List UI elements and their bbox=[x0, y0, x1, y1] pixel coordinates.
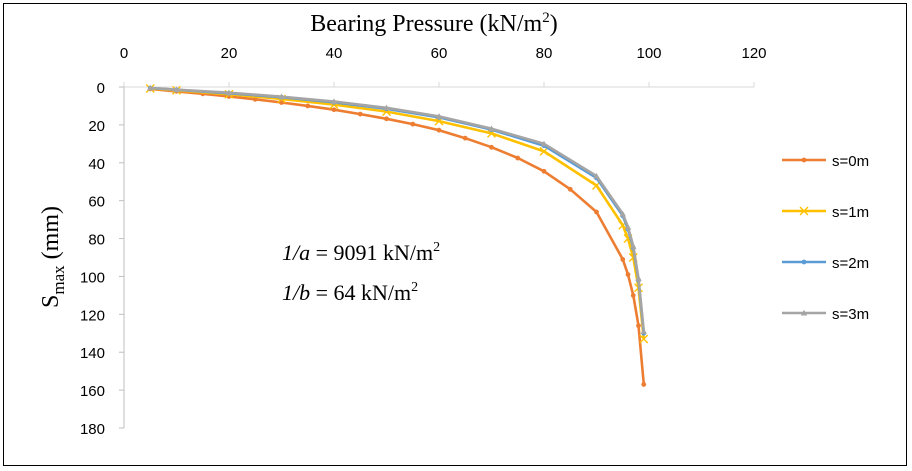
legend-item: s=3m bbox=[782, 306, 869, 323]
chart-frame bbox=[3, 3, 907, 466]
legend-marker bbox=[801, 157, 807, 163]
data-point bbox=[625, 272, 631, 277]
data-point bbox=[639, 334, 649, 344]
y-tick-label: 120 bbox=[80, 307, 105, 324]
data-point bbox=[515, 155, 521, 161]
data-point bbox=[305, 103, 311, 109]
data-point bbox=[252, 96, 258, 102]
series-layer bbox=[145, 84, 649, 387]
annotation-b: 1/b = 64 kN/m2 bbox=[282, 280, 418, 305]
data-point bbox=[330, 98, 338, 105]
data-point bbox=[436, 127, 442, 133]
data-point bbox=[410, 121, 416, 127]
data-point bbox=[173, 86, 180, 93]
data-point bbox=[624, 223, 632, 230]
data-point bbox=[630, 242, 637, 249]
annotation-a: 1/a = 9091 kN/m2 bbox=[282, 240, 440, 265]
legend-label: s=1m bbox=[832, 204, 869, 221]
data-point bbox=[147, 84, 154, 91]
x-tick-label: 120 bbox=[741, 45, 766, 62]
data-point bbox=[594, 209, 599, 215]
data-point bbox=[541, 168, 547, 174]
y-tick-label: 140 bbox=[80, 345, 105, 362]
data-point bbox=[279, 100, 284, 105]
data-point bbox=[278, 93, 285, 100]
legend-marker bbox=[801, 259, 807, 265]
legend-marker bbox=[799, 206, 809, 216]
y-tick-label: 60 bbox=[88, 194, 105, 211]
data-point bbox=[225, 89, 233, 96]
data-point bbox=[640, 328, 647, 334]
data-point bbox=[384, 116, 389, 122]
series-line-s=0m bbox=[150, 87, 646, 385]
data-point bbox=[619, 210, 626, 217]
x-tick-label: 80 bbox=[536, 45, 553, 62]
data-point bbox=[636, 323, 641, 329]
y-tick-label: 80 bbox=[88, 232, 105, 249]
legend-item: s=0m bbox=[782, 153, 869, 170]
data-point bbox=[567, 186, 573, 192]
y-tick-label: 180 bbox=[80, 421, 105, 438]
data-point bbox=[435, 113, 443, 119]
x-tick-label: 60 bbox=[431, 45, 448, 62]
x-tick-label: 0 bbox=[120, 45, 128, 62]
y-tick-label: 160 bbox=[80, 383, 105, 400]
y-tick-label: 100 bbox=[80, 269, 105, 286]
x-tick-labels: 0 20 40 60 80 100 120 bbox=[120, 45, 767, 87]
data-point bbox=[489, 144, 494, 150]
y-tick-label: 20 bbox=[88, 118, 105, 135]
x-tick-label: 40 bbox=[326, 45, 343, 62]
data-point bbox=[540, 140, 548, 147]
legend-label: s=3m bbox=[832, 306, 869, 323]
data-point bbox=[331, 107, 337, 113]
legend-marker bbox=[800, 309, 808, 316]
x-axis-title: Bearing Pressure (kN/m2) bbox=[310, 10, 557, 37]
y-tick-label: 40 bbox=[88, 156, 105, 173]
y-axis-title: Smax (mm) bbox=[38, 206, 68, 308]
y-tick-labels: 0 20 40 60 80 100 120 140 160 180 bbox=[80, 80, 124, 438]
legend: s=0m s=1m s=2m s=3m bbox=[782, 153, 869, 323]
x-tick-label: 100 bbox=[636, 45, 661, 62]
legend-item: s=1m bbox=[782, 204, 869, 221]
y-tick-label: 0 bbox=[97, 80, 105, 97]
data-point bbox=[383, 104, 390, 111]
series-s=3m bbox=[147, 84, 647, 334]
legend-item: s=2m bbox=[782, 255, 869, 272]
data-point bbox=[630, 292, 636, 298]
data-point bbox=[635, 275, 642, 281]
legend-label: s=2m bbox=[832, 255, 869, 272]
legend-label: s=0m bbox=[832, 153, 869, 170]
data-point bbox=[488, 125, 495, 132]
data-point bbox=[593, 172, 600, 179]
data-point bbox=[620, 256, 626, 262]
series-s=0m bbox=[147, 86, 647, 387]
x-tick-label: 20 bbox=[221, 45, 238, 62]
data-point bbox=[462, 135, 468, 141]
data-point bbox=[357, 111, 363, 117]
data-point bbox=[641, 382, 647, 387]
